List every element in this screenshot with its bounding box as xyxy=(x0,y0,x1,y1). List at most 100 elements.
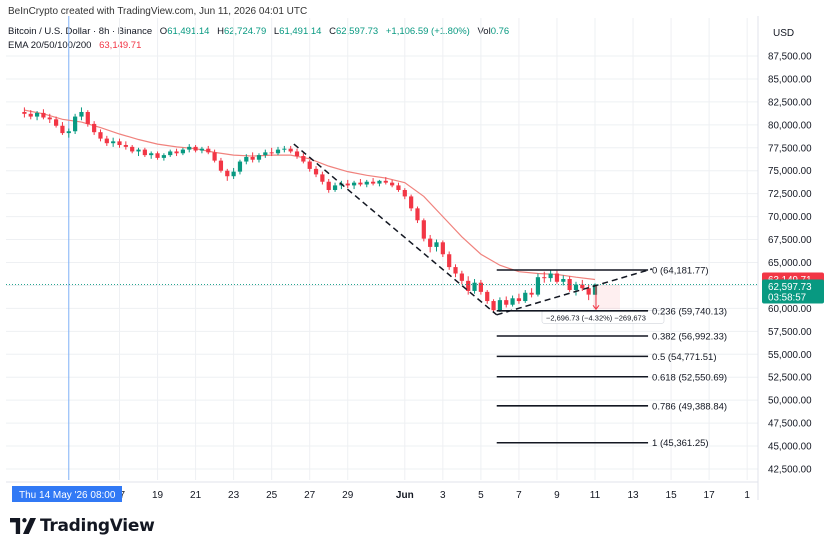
candle-body[interactable] xyxy=(535,277,541,295)
candle-body[interactable] xyxy=(326,181,331,190)
candle-body[interactable] xyxy=(174,151,179,154)
candle-body[interactable] xyxy=(548,273,553,279)
candle-body[interactable] xyxy=(415,208,420,221)
candle-body[interactable] xyxy=(263,152,268,156)
candle-body[interactable] xyxy=(440,242,445,255)
candle-body[interactable] xyxy=(491,301,496,311)
candle-body[interactable] xyxy=(466,280,471,291)
candle-body[interactable] xyxy=(244,156,249,162)
fib-level-label: 0.786 (49,388.84) xyxy=(652,401,727,412)
candle-body[interactable] xyxy=(155,153,160,158)
candle-body[interactable] xyxy=(332,185,338,190)
candle-body[interactable] xyxy=(364,181,369,185)
candle-body[interactable] xyxy=(92,123,97,133)
candle-body[interactable] xyxy=(383,180,388,183)
candle-body[interactable] xyxy=(421,220,426,239)
candle-body[interactable] xyxy=(180,149,185,154)
candle-body[interactable] xyxy=(288,148,293,152)
candle-body[interactable] xyxy=(301,156,306,162)
candle-body[interactable] xyxy=(161,155,166,158)
candle-body[interactable] xyxy=(206,148,211,153)
candle-body[interactable] xyxy=(98,132,103,139)
trendline-dashed[interactable] xyxy=(496,268,653,316)
candle-body[interactable] xyxy=(409,196,414,209)
ema-legend[interactable]: EMA 20/50/100/200 63,149.71 xyxy=(8,40,141,51)
candle-body[interactable] xyxy=(79,111,84,117)
candle-body[interactable] xyxy=(592,284,598,295)
candle-body[interactable] xyxy=(313,168,319,175)
candle-body[interactable] xyxy=(212,152,217,161)
candle-body[interactable] xyxy=(123,145,128,147)
candle-body[interactable] xyxy=(34,112,40,117)
candle-body[interactable] xyxy=(510,298,515,305)
candle-body[interactable] xyxy=(472,282,477,291)
candle-body[interactable] xyxy=(85,111,90,124)
candle-body[interactable] xyxy=(231,171,236,177)
candle-body[interactable] xyxy=(104,138,109,144)
candle-body[interactable] xyxy=(402,189,407,197)
trendline-dashed[interactable] xyxy=(293,143,498,316)
candle-body[interactable] xyxy=(142,149,147,156)
candle-body[interactable] xyxy=(73,116,78,132)
candle-body[interactable] xyxy=(497,300,502,311)
candle-body[interactable] xyxy=(41,112,46,118)
candle-body[interactable] xyxy=(275,149,281,154)
candle-body[interactable] xyxy=(60,125,65,134)
candle-body[interactable] xyxy=(396,185,401,190)
candle-body[interactable] xyxy=(320,174,325,182)
candle-body[interactable] xyxy=(269,152,274,154)
candle-body[interactable] xyxy=(453,267,458,274)
candle-body[interactable] xyxy=(504,300,509,305)
candle-body[interactable] xyxy=(459,273,464,281)
candle-body[interactable] xyxy=(193,146,198,151)
candle-body[interactable] xyxy=(237,161,243,172)
candle-body[interactable] xyxy=(345,183,350,186)
candle-body[interactable] xyxy=(225,170,230,177)
candle-body[interactable] xyxy=(390,182,395,186)
candle-body[interactable] xyxy=(136,149,141,152)
candle-body[interactable] xyxy=(428,238,433,247)
candle-body[interactable] xyxy=(250,156,255,160)
candle-body[interactable] xyxy=(111,141,116,144)
candle-body[interactable] xyxy=(478,282,483,292)
candle-body[interactable] xyxy=(149,153,154,156)
symbol-ohlc-legend[interactable]: Bitcoin / U.S. Dollar · 8h · Binance O61… xyxy=(8,26,509,37)
candle-body[interactable] xyxy=(573,284,579,291)
candle-body[interactable] xyxy=(22,111,27,114)
candle-body[interactable] xyxy=(516,298,522,302)
candle-body[interactable] xyxy=(130,146,135,152)
candle-body[interactable] xyxy=(523,292,528,302)
candle-body[interactable] xyxy=(434,242,439,247)
tradingview-logo: TradingView xyxy=(10,516,155,536)
candle-body[interactable] xyxy=(580,284,585,289)
y-tick-label: 85,000.00 xyxy=(768,74,812,85)
candle-body[interactable] xyxy=(256,155,262,160)
candle-body[interactable] xyxy=(199,148,205,151)
candle-body[interactable] xyxy=(554,273,560,282)
candle-body[interactable] xyxy=(586,288,591,295)
candle-body[interactable] xyxy=(542,277,547,279)
candle-body[interactable] xyxy=(485,291,490,302)
candle-body[interactable] xyxy=(282,148,287,150)
candle-body[interactable] xyxy=(377,180,382,184)
candle-body[interactable] xyxy=(117,141,122,146)
candle-body[interactable] xyxy=(307,161,312,169)
candle-body[interactable] xyxy=(218,160,224,171)
candle-body[interactable] xyxy=(168,151,173,156)
fib-level-label: 1 (45,361.25) xyxy=(652,438,709,449)
candle-body[interactable] xyxy=(187,146,192,150)
projection-arrowhead xyxy=(592,304,600,311)
candle-body[interactable] xyxy=(47,117,52,120)
candle-body[interactable] xyxy=(54,119,59,126)
candle-body[interactable] xyxy=(529,292,534,295)
candle-body[interactable] xyxy=(561,279,566,282)
candle-body[interactable] xyxy=(371,181,376,184)
candle-body[interactable] xyxy=(28,113,33,117)
candle-body[interactable] xyxy=(567,279,572,291)
candle-body[interactable] xyxy=(351,182,357,186)
candle-body[interactable] xyxy=(447,254,452,268)
candle-body[interactable] xyxy=(66,131,71,134)
candle-body[interactable] xyxy=(294,151,300,157)
candle-body[interactable] xyxy=(358,182,363,185)
